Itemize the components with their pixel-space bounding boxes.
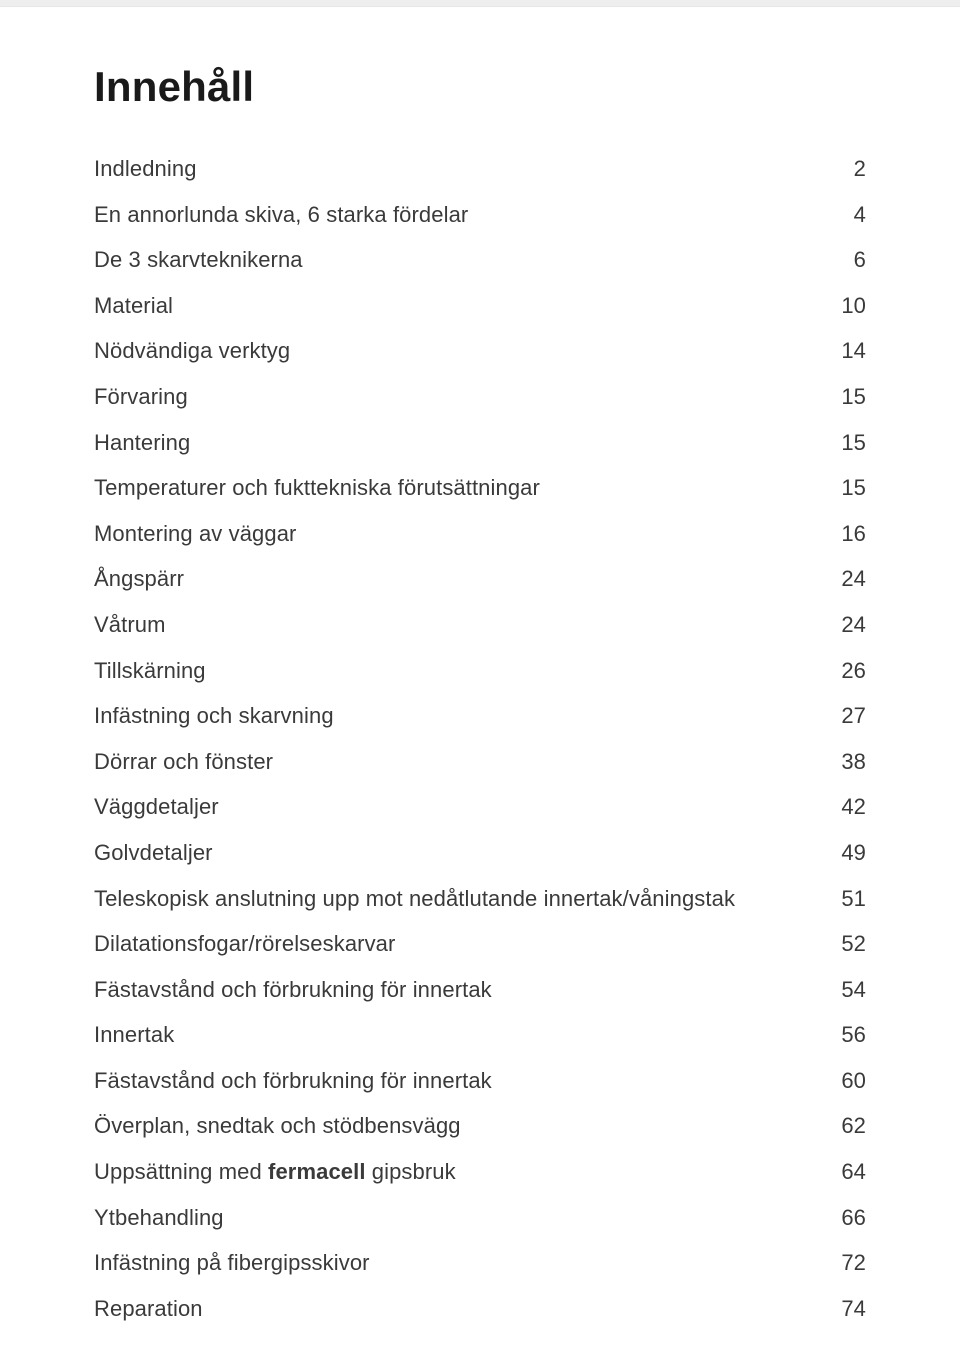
toc-entry-page: 15: [830, 383, 866, 412]
toc-entry-label: Förvaring: [94, 383, 830, 412]
toc-entry-label: Infästning och skarvning: [94, 702, 830, 731]
toc-entry-page: 60: [830, 1067, 866, 1096]
toc-entry-page: 14: [830, 337, 866, 366]
toc-entry-label: Dilatationsfogar/rörelseskarvar: [94, 930, 830, 959]
toc-entry-label: Material: [94, 292, 830, 321]
page-top-strip: [0, 0, 960, 7]
toc-row: Nödvändiga verktyg14: [94, 329, 866, 375]
toc-entry-label: Montering av väggar: [94, 520, 830, 549]
toc-row: Golvdetaljer49: [94, 831, 866, 877]
toc-entry-label: Indledning: [94, 155, 830, 184]
toc-row: Teleskopisk anslutning upp mot nedåtluta…: [94, 877, 866, 923]
toc-row: Dilatationsfogar/rörelseskarvar52: [94, 922, 866, 968]
toc-row: Material10: [94, 284, 866, 330]
toc-entry-label: Fästavstånd och förbrukning för innertak: [94, 976, 830, 1005]
toc-entry-page: 74: [830, 1295, 866, 1324]
toc-row: Förvaring15: [94, 375, 866, 421]
toc-row: Montering av väggar16: [94, 512, 866, 558]
toc-entry-label: En annorlunda skiva, 6 starka fördelar: [94, 201, 830, 230]
toc-entry-page: 72: [830, 1249, 866, 1278]
toc-entry-label: Infästning på fibergipsskivor: [94, 1249, 830, 1278]
toc-page: Innehåll Indledning2En annorlunda skiva,…: [0, 7, 960, 1372]
toc-row: Dörrar och fönster38: [94, 740, 866, 786]
toc-entry-page: 51: [830, 885, 866, 914]
toc-entry-page: 2: [830, 155, 866, 184]
toc-row: De 3 skarvteknikerna6: [94, 238, 866, 284]
toc-entry-page: 4: [830, 201, 866, 230]
toc-entry-label: Temperaturer och fukttekniska förutsättn…: [94, 474, 830, 503]
toc-entry-label: Väggdetaljer: [94, 793, 830, 822]
toc-entry-label: Golvdetaljer: [94, 839, 830, 868]
toc-row: Hantering15: [94, 421, 866, 467]
toc-entry-label: De 3 skarvteknikerna: [94, 246, 830, 275]
toc-entry-label: Uppsättning med fermacell gipsbruk: [94, 1158, 830, 1187]
toc-entry-label: Innertak: [94, 1021, 830, 1050]
toc-row: Ytbehandling66: [94, 1196, 866, 1242]
toc-entry-page: 54: [830, 976, 866, 1005]
toc-entry-label: Ytbehandling: [94, 1204, 830, 1233]
toc-entry-label: Hantering: [94, 429, 830, 458]
toc-entry-label: Reparation: [94, 1295, 830, 1324]
toc-row: Väggdetaljer42: [94, 785, 866, 831]
toc-title: Innehåll: [94, 63, 866, 111]
toc-row: Fästavstånd och förbrukning för innertak…: [94, 968, 866, 1014]
toc-entry-page: 24: [830, 565, 866, 594]
toc-row: Ångspärr24: [94, 557, 866, 603]
toc-entry-page: 66: [830, 1204, 866, 1233]
toc-row: Tillskärning26: [94, 649, 866, 695]
toc-entry-page: 56: [830, 1021, 866, 1050]
toc-entry-label: Teleskopisk anslutning upp mot nedåtluta…: [94, 885, 830, 914]
toc-row: Temperaturer och fukttekniska förutsättn…: [94, 466, 866, 512]
toc-entry-page: 49: [830, 839, 866, 868]
toc-entry-page: 38: [830, 748, 866, 777]
toc-row: Fästavstånd och förbrukning för innertak…: [94, 1059, 866, 1105]
toc-entry-label: Dörrar och fönster: [94, 748, 830, 777]
toc-row: En annorlunda skiva, 6 starka fördelar4: [94, 193, 866, 239]
toc-row: Våtrum24: [94, 603, 866, 649]
toc-entry-page: 6: [830, 246, 866, 275]
toc-row: Överplan, snedtak och stödbensvägg62: [94, 1104, 866, 1150]
toc-entry-page: 27: [830, 702, 866, 731]
toc-row: Infästning på fibergipsskivor72: [94, 1241, 866, 1287]
toc-entry-page: 64: [830, 1158, 866, 1187]
toc-row: Innertak56: [94, 1013, 866, 1059]
toc-entry-label: Tillskärning: [94, 657, 830, 686]
toc-entry-page: 26: [830, 657, 866, 686]
toc-list: Indledning2En annorlunda skiva, 6 starka…: [94, 147, 866, 1332]
toc-row: Infästning och skarvning27: [94, 694, 866, 740]
toc-entry-page: 15: [830, 474, 866, 503]
toc-row: Reparation74: [94, 1287, 866, 1333]
toc-entry-page: 42: [830, 793, 866, 822]
toc-entry-page: 24: [830, 611, 866, 640]
toc-entry-label: Fästavstånd och förbrukning för innertak: [94, 1067, 830, 1096]
toc-entry-page: 10: [830, 292, 866, 321]
toc-row: Indledning2: [94, 147, 866, 193]
toc-row: Uppsättning med fermacell gipsbruk64: [94, 1150, 866, 1196]
toc-entry-label: Överplan, snedtak och stödbensvägg: [94, 1112, 830, 1141]
toc-entry-page: 52: [830, 930, 866, 959]
toc-entry-page: 16: [830, 520, 866, 549]
toc-entry-label: Våtrum: [94, 611, 830, 640]
toc-entry-label: Ångspärr: [94, 565, 830, 594]
toc-entry-label: Nödvändiga verktyg: [94, 337, 830, 366]
toc-entry-page: 62: [830, 1112, 866, 1141]
toc-entry-page: 15: [830, 429, 866, 458]
